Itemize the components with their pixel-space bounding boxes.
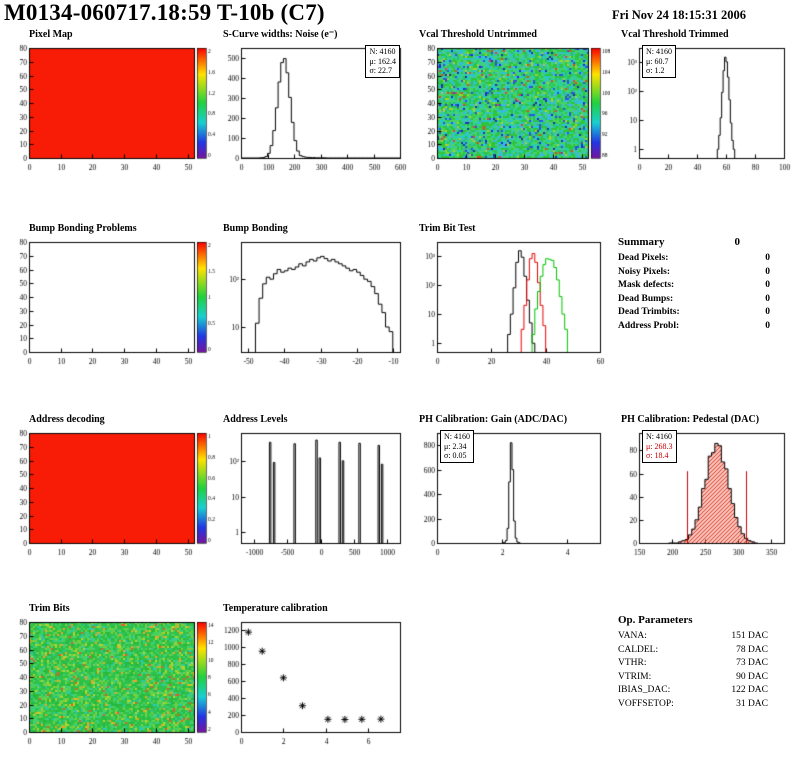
op-parameter-value: 122 DAC <box>731 685 768 695</box>
summary-row: Dead Bumps: 0 <box>618 293 770 307</box>
plot-address-decoding: Address decoding <box>2 413 216 559</box>
summary-row-value: 0 <box>765 307 770 317</box>
stat-mean: μ: 60.7 <box>646 56 669 66</box>
summary-row-label: Dead Pixels: <box>618 253 669 263</box>
plot-title: S-Curve widths: Noise (e⁻) <box>223 29 338 40</box>
pixel-map-canvas <box>2 42 216 174</box>
plot-bump-problems: Bump Bonding Problems <box>2 222 216 368</box>
plot-title: Bump Bonding Problems <box>29 223 137 234</box>
summary-row: Noisy Pixels: 0 <box>618 266 770 280</box>
stats-box: N: 4160 μ: 2.34 σ: 0.05 <box>440 430 474 463</box>
stat-sigma: σ: 22.7 <box>369 66 393 75</box>
summary-value: 0 <box>734 236 741 248</box>
op-parameter-value: 78 DAC <box>736 644 768 655</box>
plot-bump-bonding: Bump Bonding <box>214 222 410 368</box>
stats-box: N: 4160 μ: 268.3 σ: 18.4 <box>642 430 677 463</box>
stat-mean: μ: 268.3 <box>646 441 673 451</box>
stat-mean: μ: 162.4 <box>369 56 396 66</box>
summary-row-value: 0 <box>765 253 770 263</box>
summary-title: Summary <box>618 236 665 248</box>
summary-row-label: Dead Trimbits: <box>618 307 680 317</box>
vcal-untrimmed-canvas <box>410 42 610 174</box>
address-decoding-canvas <box>2 427 216 559</box>
ph-pedestal-canvas <box>612 427 794 559</box>
plot-vcal-untrimmed: Vcal Threshold Untrimmed <box>410 28 610 174</box>
plot-scurve-noise: S-Curve widths: Noise (e⁻) N: 4160 μ: 16… <box>214 28 410 174</box>
op-parameter-value: 31 DAC <box>736 698 768 709</box>
timestamp: Fri Nov 24 18:15:31 2006 <box>612 8 747 22</box>
op-parameter-label: VANA: <box>618 631 647 641</box>
summary-row-label: Address Probl: <box>618 320 680 331</box>
plot-title: Address decoding <box>29 414 105 425</box>
summary-row-value: 0 <box>765 320 770 331</box>
bump-problems-canvas <box>2 236 216 368</box>
op-parameter-row: VANA: 151 DAC <box>618 630 768 644</box>
plot-trim-bits: Trim Bits <box>2 602 216 748</box>
stat-sigma: σ: 1.2 <box>646 66 665 75</box>
trim-bit-test-canvas <box>410 236 610 368</box>
op-parameter-label: CALDEL: <box>618 644 659 655</box>
stat-entries: N: 4160 <box>444 432 470 441</box>
plot-title: Bump Bonding <box>223 223 288 234</box>
plot-trim-bit-test: Trim Bit Test <box>410 222 610 368</box>
stat-entries: N: 4160 <box>646 432 672 441</box>
page-title: M0134-060717.18:59 T-10b (C7) <box>4 0 325 25</box>
op-parameter-label: VTRIM: <box>618 671 652 682</box>
summary-panel: Summary 0 Dead Pixels: 0 Noisy Pixels: 0… <box>618 236 770 333</box>
op-parameters-panel: Op. Parameters VANA: 151 DAC CALDEL: 78 … <box>618 614 768 711</box>
summary-row-label: Dead Bumps: <box>618 293 674 304</box>
plot-address-levels: Address Levels <box>214 413 410 559</box>
stats-box: N: 4160 μ: 162.4 σ: 22.7 <box>365 45 400 78</box>
plot-ph-gain: PH Calibration: Gain (ADC/DAC) N: 4160 μ… <box>410 413 610 559</box>
plot-title: Vcal Threshold Trimmed <box>621 29 729 40</box>
summary-row: Dead Trimbits: 0 <box>618 306 770 320</box>
plot-title: Address Levels <box>223 414 288 425</box>
stats-box: N: 4160 μ: 60.7 σ: 1.2 <box>642 45 676 78</box>
bump-bonding-canvas <box>214 236 410 368</box>
plot-temp-cal: Temperature calibration <box>214 602 410 748</box>
plot-title: PH Calibration: Gain (ADC/DAC) <box>419 414 568 425</box>
summary-row: Mask defects: 0 <box>618 279 770 293</box>
plot-title: Trim Bits <box>29 603 70 614</box>
stat-entries: N: 4160 <box>369 47 396 56</box>
trim-bits-canvas <box>2 616 216 748</box>
stat-sigma: σ: 0.05 <box>444 451 467 460</box>
summary-heading: Summary 0 <box>618 236 740 248</box>
op-parameter-row: VOFFSETOP: 31 DAC <box>618 698 768 712</box>
vcal-trimmed-canvas <box>612 42 794 174</box>
op-parameter-label: VTHR: <box>618 658 647 668</box>
summary-row: Address Probl: 0 <box>618 320 770 334</box>
address-levels-canvas <box>214 427 410 559</box>
stat-entries: N: 4160 <box>646 47 672 56</box>
plot-title: Vcal Threshold Untrimmed <box>419 29 537 40</box>
plot-vcal-trimmed: Vcal Threshold Trimmed N: 4160 μ: 60.7 σ… <box>612 28 794 174</box>
op-parameters-heading: Op. Parameters <box>618 614 768 626</box>
summary-row-value: 0 <box>765 280 770 290</box>
op-parameter-row: CALDEL: 78 DAC <box>618 644 768 658</box>
op-parameter-value: 90 DAC <box>736 671 768 682</box>
plot-title: Trim Bit Test <box>419 223 476 234</box>
stat-sigma: σ: 18.4 <box>646 451 669 460</box>
summary-row-label: Mask defects: <box>618 280 675 290</box>
summary-row-label: Noisy Pixels: <box>618 266 670 277</box>
op-parameter-label: VOFFSETOP: <box>618 698 674 709</box>
summary-row: Dead Pixels: 0 <box>618 252 770 266</box>
op-parameter-label: IBIAS_DAC: <box>618 685 671 695</box>
op-parameter-row: VTHR: 73 DAC <box>618 657 768 671</box>
temp-cal-canvas <box>214 616 410 748</box>
plot-ph-pedestal: PH Calibration: Pedestal (DAC) N: 4160 μ… <box>612 413 794 559</box>
plot-title: Pixel Map <box>29 29 73 40</box>
op-parameter-value: 73 DAC <box>736 658 768 668</box>
op-parameter-row: IBIAS_DAC: 122 DAC <box>618 684 768 698</box>
stat-mean: μ: 2.34 <box>444 441 467 451</box>
plot-title: PH Calibration: Pedestal (DAC) <box>621 414 760 425</box>
plot-pixel-map: Pixel Map <box>2 28 216 174</box>
op-parameters-title: Op. Parameters <box>618 614 693 626</box>
summary-row-value: 0 <box>765 266 770 277</box>
op-parameter-row: VTRIM: 90 DAC <box>618 671 768 685</box>
op-parameter-value: 151 DAC <box>731 631 768 641</box>
summary-row-value: 0 <box>765 293 770 304</box>
plot-title: Temperature calibration <box>223 603 328 614</box>
